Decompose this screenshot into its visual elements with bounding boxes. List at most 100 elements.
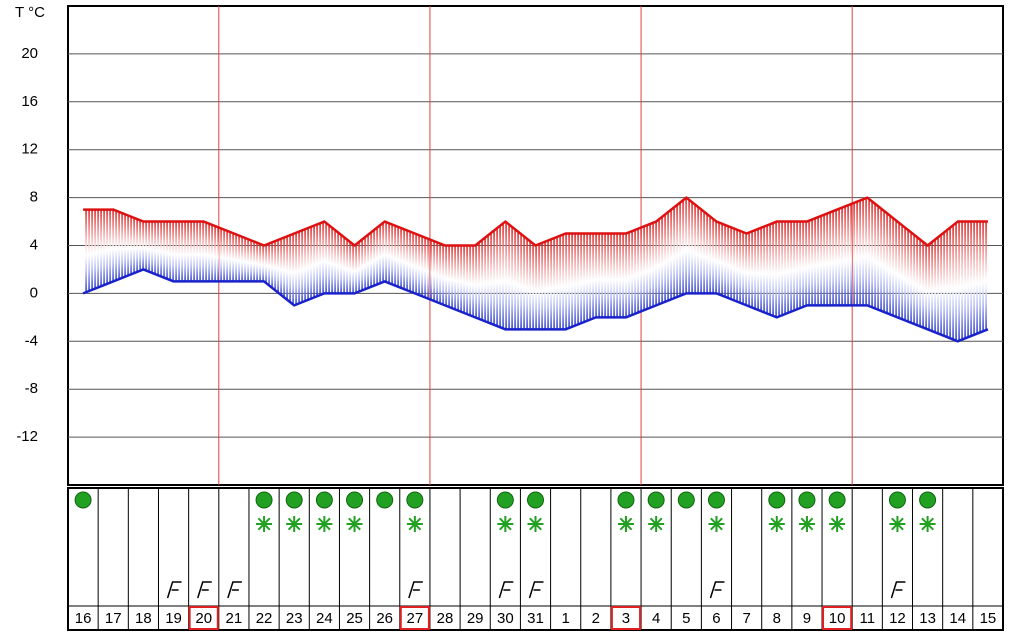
band-hatch [433, 241, 435, 302]
band-hatch [886, 213, 888, 314]
band-hatch [640, 227, 642, 312]
snow-stroke [408, 517, 422, 531]
x-tick-label: 14 [949, 610, 966, 627]
band-hatch [661, 216, 663, 304]
band-hatch [637, 228, 639, 313]
band-hatch [235, 234, 237, 282]
x-tick-label: 3 [622, 610, 630, 627]
band-hatch [541, 242, 543, 330]
x-tick-label: 31 [527, 610, 544, 627]
band-hatch [568, 233, 570, 328]
band-hatch [259, 243, 261, 282]
band-hatch [391, 224, 393, 285]
highlight-box [610, 606, 642, 630]
band-hatch [274, 241, 276, 291]
band-hatch [241, 236, 243, 282]
x-tick-label: 23 [286, 610, 303, 627]
band-hatch [409, 231, 411, 292]
highlight-box [188, 606, 219, 630]
x-tick-label: 21 [226, 610, 243, 627]
band-hatch [178, 221, 180, 282]
x-tick-label: 13 [919, 610, 936, 627]
band-hatch [880, 208, 882, 311]
band-hatch [424, 237, 426, 298]
band-hatch [256, 242, 258, 282]
band-hatch [475, 244, 477, 318]
band-hatch [205, 222, 207, 282]
band-hatch [187, 221, 189, 282]
band-hatch [478, 242, 480, 319]
rain-icon [677, 491, 695, 509]
band-hatch [529, 241, 531, 330]
band-hatch [532, 243, 534, 330]
band-hatch [115, 210, 117, 281]
band-hatch [835, 209, 837, 306]
y-tick-label: -12 [16, 428, 38, 445]
band-hatch [346, 239, 348, 294]
band-hatch [577, 233, 579, 325]
band-hatch [736, 229, 738, 302]
band-hatch [739, 230, 741, 303]
band-hatch [634, 229, 636, 314]
band-hatch [538, 244, 540, 330]
band-hatch [166, 221, 168, 279]
snow-stroke [770, 517, 784, 531]
band-hatch [898, 222, 900, 319]
band-hatch [763, 226, 765, 313]
x-tick-label: 9 [803, 610, 811, 627]
band-hatch [946, 230, 948, 338]
band-hatch [280, 238, 282, 295]
band-hatch [688, 199, 690, 294]
wind-icon [528, 581, 544, 599]
band-hatch [364, 237, 366, 290]
band-hatch [559, 235, 561, 330]
band-hatch [916, 237, 918, 326]
band-hatch [226, 230, 228, 282]
band-hatch [520, 234, 522, 330]
band-hatch [445, 245, 447, 306]
band-hatch [121, 213, 123, 278]
band-hatch [349, 241, 351, 294]
band-hatch [367, 234, 369, 289]
snow-stroke [710, 517, 723, 531]
band-hatch [730, 227, 732, 300]
band-hatch [670, 209, 672, 300]
band-hatch [418, 235, 420, 296]
weather-panel [67, 487, 1004, 631]
band-hatch [769, 224, 771, 315]
band-hatch [301, 230, 303, 303]
snow-icon [768, 516, 785, 532]
band-hatch [928, 244, 930, 330]
x-tick-label: 26 [376, 610, 393, 627]
band-hatch [307, 228, 309, 300]
highlight-box [822, 606, 853, 630]
band-hatch [457, 245, 459, 311]
band-hatch [727, 226, 729, 299]
band-hatch [370, 232, 372, 287]
band-hatch [787, 221, 789, 313]
band-hatch [232, 233, 234, 282]
band-hatch [376, 227, 378, 285]
band-hatch [838, 208, 840, 306]
band-hatch [448, 245, 450, 307]
band-hatch [856, 201, 858, 306]
band-hatch [853, 202, 855, 306]
band-hatch [469, 245, 471, 316]
x-tick-label: 4 [652, 610, 660, 627]
band-hatch [169, 221, 171, 281]
band-hatch [751, 231, 753, 308]
band-hatch [220, 228, 222, 282]
band-hatch [907, 230, 909, 322]
band-hatch [88, 209, 90, 292]
x-tick-label: 8 [773, 610, 781, 627]
band-hatch [199, 221, 201, 282]
wind-icon [408, 581, 423, 599]
band-hatch [394, 225, 396, 286]
band-hatch [784, 221, 786, 315]
rain-icon [376, 491, 394, 509]
band-hatch [685, 197, 687, 294]
band-hatch [334, 230, 336, 294]
band-hatch [472, 245, 474, 317]
band-hatch [610, 233, 612, 318]
band-hatch [451, 245, 453, 309]
